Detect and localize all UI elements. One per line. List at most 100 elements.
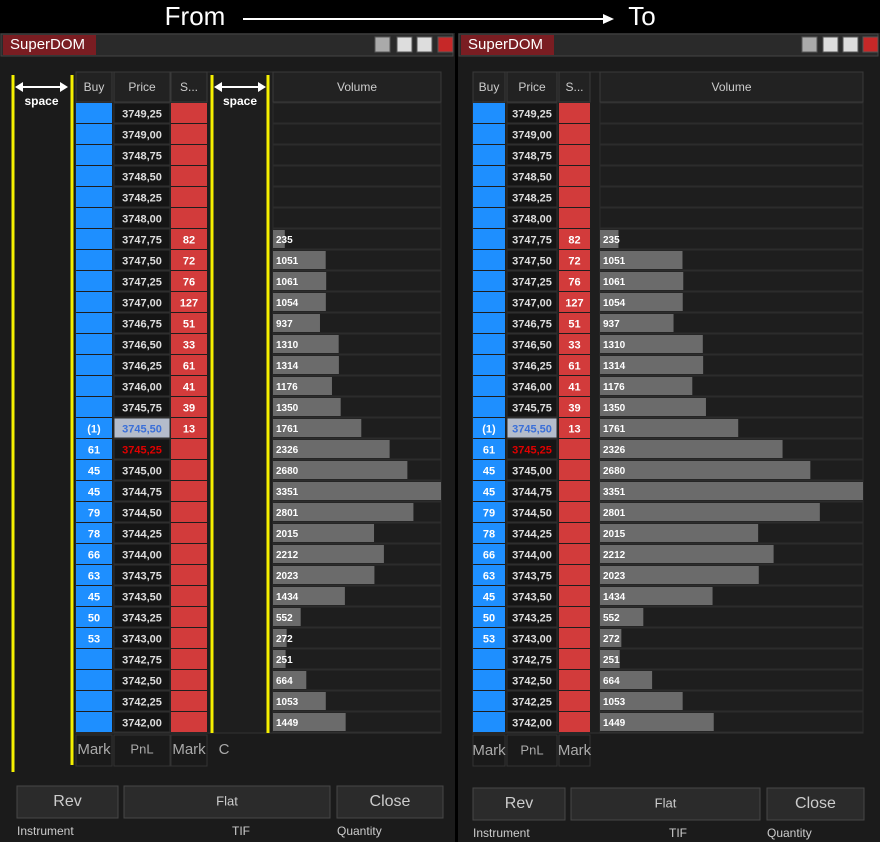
volume-bar	[600, 293, 683, 311]
price: 3744,75	[122, 486, 162, 498]
sell-size: 61	[568, 360, 580, 372]
button[interactable]	[16, 785, 119, 819]
price: 3747,00	[122, 297, 162, 309]
price-cell	[506, 669, 558, 691]
button-label[interactable]: Flat	[216, 793, 238, 808]
buy-cell	[76, 292, 112, 312]
volume-value: 2212	[276, 550, 299, 561]
price: 3743,00	[122, 633, 162, 645]
arrow-head	[603, 14, 614, 24]
column-header: S...	[180, 80, 198, 94]
volume-value: 272	[276, 634, 293, 645]
volume-bar	[600, 377, 693, 395]
price: 3748,75	[122, 150, 162, 162]
button[interactable]	[570, 787, 761, 821]
price-cell	[506, 690, 558, 712]
price-cell	[506, 165, 558, 187]
volume-value: 2801	[276, 508, 299, 519]
volume-bar	[600, 629, 622, 647]
space-arrow-head	[258, 82, 266, 92]
volume-bar	[600, 230, 619, 248]
price: 3743,50	[122, 591, 162, 603]
button[interactable]	[336, 785, 444, 819]
sell-cell	[559, 103, 590, 123]
price-cell	[506, 480, 558, 502]
sell-cell	[171, 145, 207, 165]
price-cell	[506, 102, 558, 124]
buy-cell	[473, 313, 505, 333]
button-label[interactable]: Close	[370, 793, 411, 810]
volume-value: 1176	[276, 382, 298, 393]
price: 3749,00	[512, 129, 552, 141]
sell-cell	[559, 565, 590, 585]
buy-cell	[76, 166, 112, 186]
sell-cell	[559, 586, 590, 606]
sell-cell	[171, 208, 207, 228]
price: 3748,25	[122, 192, 162, 204]
price: 3746,50	[122, 339, 162, 351]
volume-bar	[273, 692, 326, 710]
volume-value: 1310	[276, 340, 299, 351]
price: 3748,00	[122, 213, 162, 225]
window-button[interactable]	[374, 36, 391, 53]
volume-value: 1434	[603, 592, 626, 603]
volume-cell	[599, 123, 864, 145]
volume-value: 664	[276, 676, 293, 687]
button[interactable]	[766, 787, 865, 821]
sell-cell	[559, 355, 590, 375]
buy-cell	[473, 229, 505, 249]
button[interactable]	[472, 787, 566, 821]
button-label[interactable]: Close	[795, 795, 836, 812]
price: 3744,50	[122, 507, 162, 519]
button-label[interactable]: Rev	[53, 793, 81, 810]
buy-size: 50	[88, 612, 100, 624]
buy-cell	[76, 439, 112, 459]
price: 3747,50	[512, 255, 552, 267]
price: 3742,75	[122, 654, 162, 666]
window-button[interactable]	[396, 36, 413, 53]
buy-cell	[76, 187, 112, 207]
buy-size: 78	[88, 528, 100, 540]
sell-cell	[559, 166, 590, 186]
volume-cell	[272, 165, 442, 187]
window-button[interactable]	[862, 36, 879, 53]
sell-cell	[559, 271, 590, 291]
window-button[interactable]	[822, 36, 839, 53]
volume-cell	[599, 186, 864, 208]
window-button[interactable]	[416, 36, 433, 53]
sell-cell	[171, 376, 207, 396]
volume-cell	[599, 102, 864, 124]
volume-bar	[600, 503, 820, 521]
sell-size: 13	[183, 423, 195, 435]
column-header: Buy	[479, 80, 500, 94]
column-header-cell	[472, 71, 506, 103]
footer-cell	[170, 734, 208, 767]
footer-label: PnL	[520, 742, 543, 757]
volume-value: 251	[603, 655, 620, 666]
window-button[interactable]	[437, 36, 454, 53]
buy-size: 50	[483, 612, 495, 624]
volume-bar	[273, 671, 307, 689]
price: 3747,25	[122, 276, 162, 288]
button-label[interactable]: Flat	[655, 795, 677, 810]
price: 3745,50	[512, 423, 552, 435]
sell-cell	[559, 628, 590, 648]
buy-size: 45	[88, 486, 100, 498]
buy-cell	[76, 628, 112, 648]
buy-cell	[76, 103, 112, 123]
window-button[interactable]	[801, 36, 818, 53]
sell-size: 41	[183, 381, 195, 393]
price-cell	[113, 396, 171, 418]
window-button[interactable]	[842, 36, 859, 53]
price-cell	[113, 606, 171, 628]
sell-size: 82	[568, 234, 580, 246]
sell-cell	[559, 145, 590, 165]
volume-bar	[600, 356, 704, 374]
buy-cell	[76, 565, 112, 585]
button[interactable]	[123, 785, 331, 819]
button-label[interactable]: Rev	[505, 795, 533, 812]
price-cell	[506, 207, 558, 229]
price-cell	[506, 144, 558, 166]
buy-cell	[76, 334, 112, 354]
buy-size: 45	[483, 486, 495, 498]
